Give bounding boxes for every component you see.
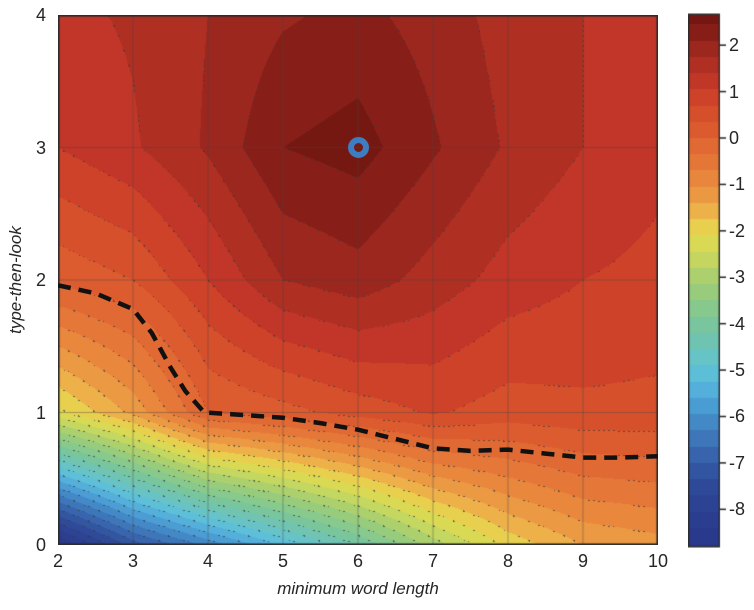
y-tick-label: 2 — [35, 270, 46, 290]
x-tick-label: 4 — [202, 551, 214, 571]
colorbar-tick-label: 1 — [729, 81, 740, 102]
y-tick-label: 1 — [35, 402, 46, 423]
x-tick-label: 8 — [502, 551, 514, 571]
colorbar-tick-label: -8 — [729, 499, 746, 520]
colorbar-tick-label: -1 — [729, 174, 746, 195]
x-tick-label: 9 — [577, 551, 589, 571]
x-tick-label: 10 — [647, 551, 669, 571]
colorbar-tick-label: 2 — [729, 35, 740, 56]
colorbar-tick-label: -4 — [729, 313, 746, 334]
x-axis-label: minimum word length — [277, 579, 439, 598]
y-axis-label: type-then-look — [6, 226, 25, 334]
colorbar-tick-label: -6 — [729, 406, 746, 427]
x-tick-label: 7 — [427, 551, 439, 571]
colorbar-tick-label: 0 — [729, 128, 740, 148]
y-tick-label: 4 — [35, 5, 46, 25]
x-tick-label: 5 — [277, 551, 289, 571]
colorbar-canvas — [688, 13, 734, 548]
colorbar-tick-label: -3 — [729, 267, 746, 288]
contour-plot-canvas — [58, 15, 658, 545]
y-tick-label: 3 — [35, 137, 46, 158]
x-tick-label: 6 — [352, 551, 364, 571]
colorbar-tick-label: -2 — [729, 220, 746, 241]
colorbar-tick-label: -7 — [729, 452, 746, 473]
y-tick-label: 0 — [35, 535, 46, 555]
optimum-marker — [348, 137, 369, 158]
x-tick-label: 2 — [52, 551, 64, 571]
x-tick-label: 3 — [127, 551, 139, 571]
colorbar-tick-label: -5 — [729, 360, 746, 381]
